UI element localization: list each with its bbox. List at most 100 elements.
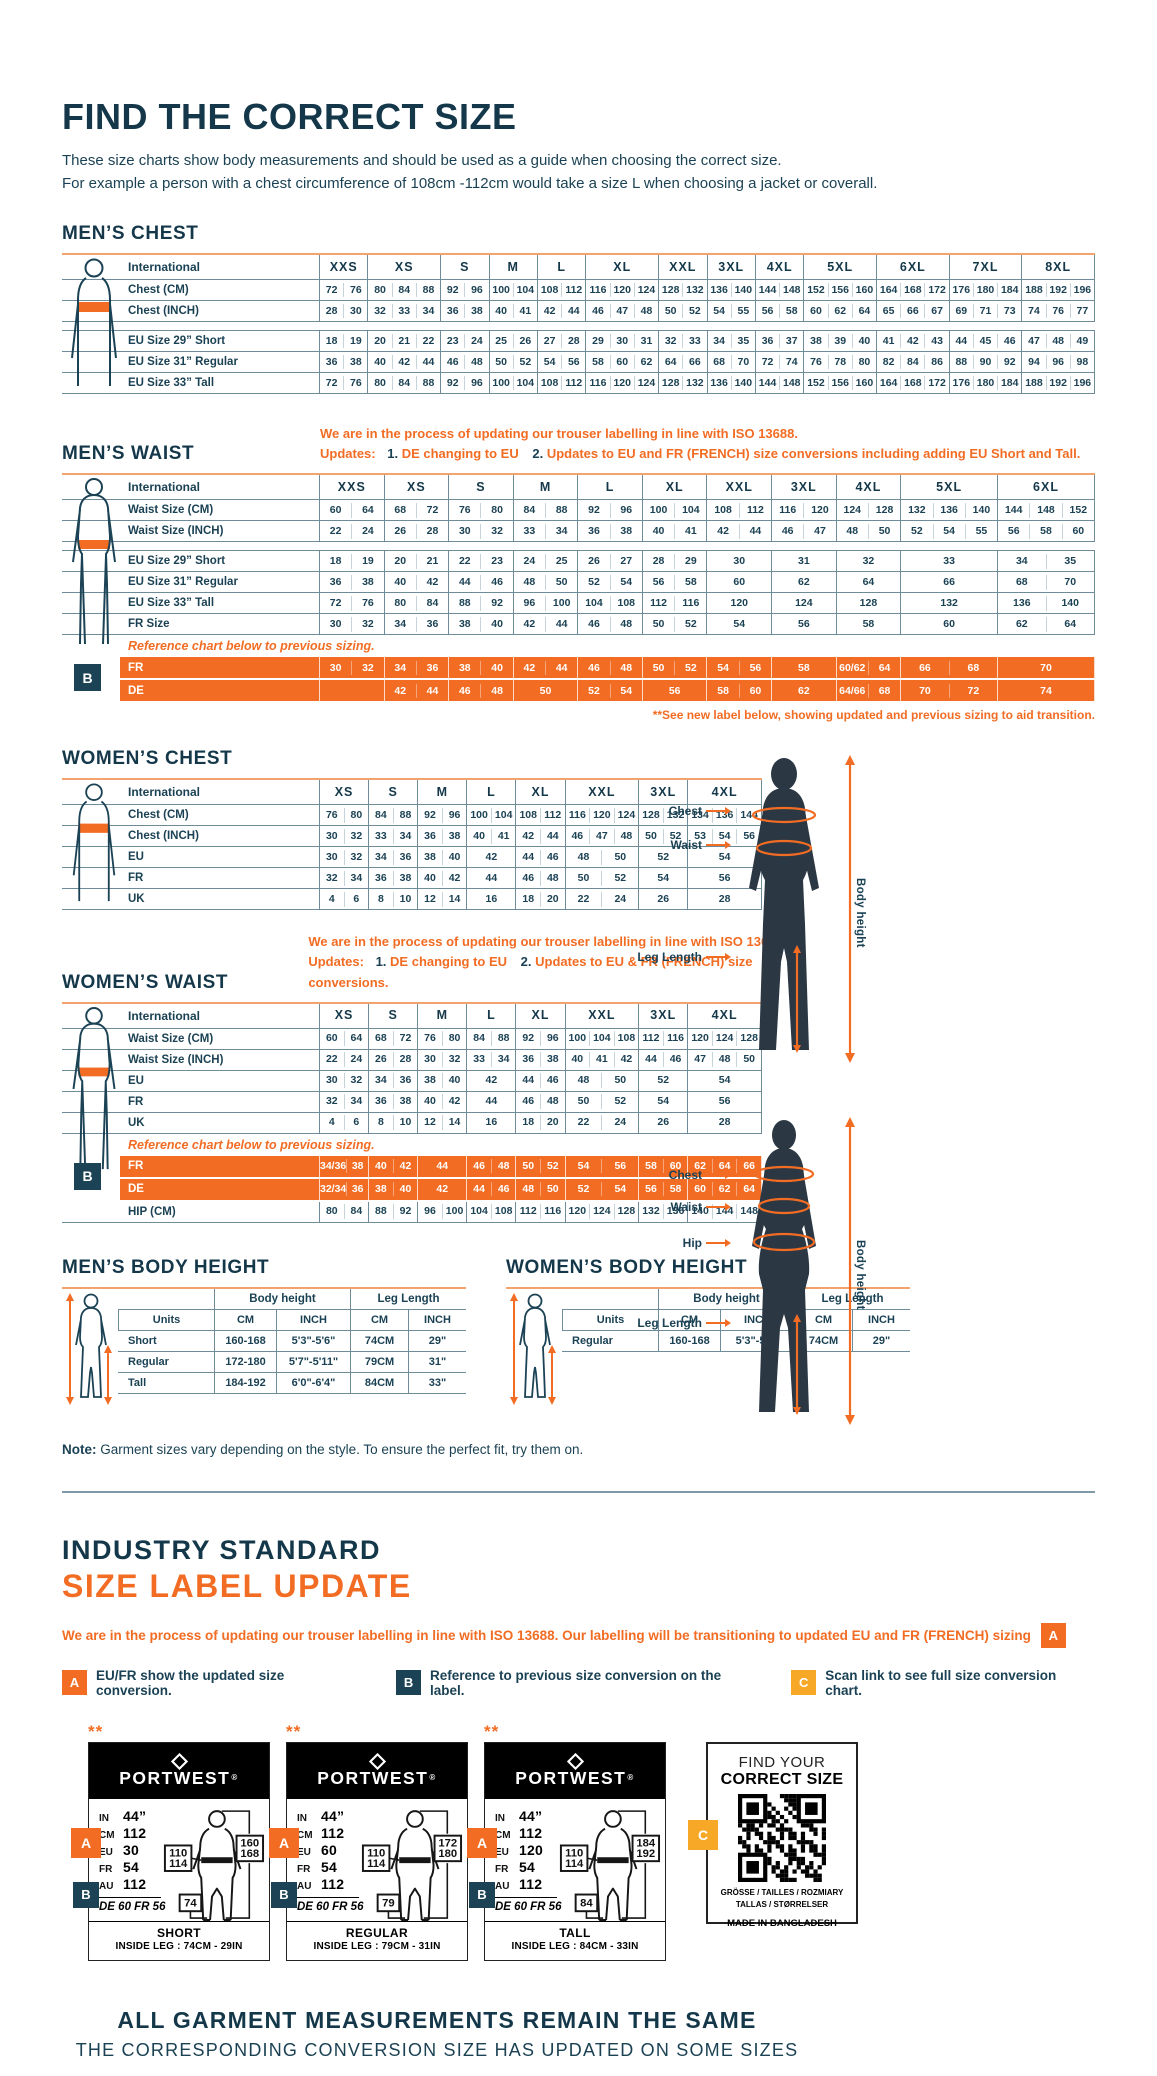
size-value: 56 — [643, 575, 676, 590]
size-value: 22 — [566, 1115, 603, 1130]
size-value: 84 — [467, 1031, 492, 1046]
size-value: 40 — [418, 1094, 443, 1109]
size-value: 70 — [1040, 661, 1052, 674]
size-value: 54 — [657, 872, 670, 885]
row-label: EU — [62, 1070, 320, 1091]
size-value: 42 — [485, 851, 498, 864]
size-cell: 92 96 — [516, 1028, 566, 1049]
made-in: MADE IN BANGLADESH — [727, 1917, 837, 1929]
size-value: 54 — [733, 618, 746, 631]
size-value: 54 — [538, 354, 563, 370]
size-cell: 188 192 196 — [1022, 280, 1095, 300]
size-value: 132 — [686, 283, 704, 296]
size-value: 38 — [362, 576, 374, 589]
cell-value: 29" — [408, 1330, 466, 1352]
size-value: 54 — [620, 576, 633, 589]
mens-waist-table-wrap: International XXS XS S M L XL XXL 3XL 4XL 5XL 6XL Wa… — [62, 473, 1095, 704]
size-value: 62 — [797, 684, 810, 697]
size-value: 128 — [740, 1032, 758, 1045]
measure-row: IN 44” — [495, 1808, 557, 1825]
row-label: UK — [62, 889, 320, 910]
size-value: 96 — [546, 1032, 559, 1045]
size-cell: 176 180 184 — [950, 280, 1023, 300]
row-label: DE — [120, 680, 320, 702]
size-value: 80 — [385, 596, 417, 611]
womens-waist-heading: WOMEN’S WAIST We are in the process of u… — [62, 932, 822, 993]
size-value: 108 — [538, 282, 563, 298]
mens-body-height-table: Body height Leg Length Units CM INCH CM INCH Sh… — [118, 1288, 466, 1394]
portwest-logo: PORTWEST® — [287, 1742, 467, 1799]
measure-key: FR — [495, 1863, 509, 1875]
size-value: 152 — [1069, 504, 1088, 517]
size-cell: 128 — [837, 593, 902, 614]
size-value: 12 — [418, 892, 443, 907]
size-value: 100 — [566, 1031, 591, 1046]
size-value: 38 — [369, 1181, 394, 1197]
measure-row: IN 44” — [99, 1808, 161, 1825]
size-cell: 30 — [707, 551, 773, 572]
mens-chest-table-wrap: International XXS XS S M L XL XXL 3XL 4XL 5XL 6XL 7X… — [62, 253, 1095, 394]
size-value: 58 — [785, 304, 798, 317]
size-cell: 50 52 — [643, 614, 708, 635]
size-cell: 144 148 152 — [998, 500, 1095, 521]
womens-body-height-inner: Body height Leg Length Units CM INCH CM INCH Re… — [506, 1286, 910, 1405]
size-value: 46 — [467, 1158, 492, 1174]
size-value: 40 — [858, 334, 871, 347]
size-value: 47 — [1022, 333, 1047, 349]
size-cell: 92 96 — [441, 280, 490, 300]
size-value: 54 — [707, 660, 740, 676]
size-value: 33 — [393, 303, 417, 319]
size-cell: 42 — [467, 1070, 517, 1091]
garment-label-box: PORTWEST® IN 44” CM 112 EU 30 FR 54 AU 112 DE 60 FR… — [71, 1741, 270, 1961]
size-cell: 36 37 — [756, 331, 805, 351]
size-value: 156 — [829, 375, 853, 391]
size-value: 152 — [804, 375, 829, 391]
size-cell: 26 27 — [578, 551, 643, 572]
cell-value: 79CM — [350, 1351, 408, 1373]
size-value: 53 — [688, 829, 713, 844]
size-value: 38 — [399, 872, 412, 885]
size-cell: 76 80 — [320, 805, 370, 826]
size-value: 144 — [756, 282, 781, 298]
size-value: 32 — [368, 303, 393, 319]
size-cell: 65 66 67 — [877, 301, 950, 321]
measure-value: 44” — [123, 1807, 147, 1824]
size-value: 66 — [901, 303, 926, 319]
size-value: 30 — [611, 333, 635, 349]
label-footer: TALL INSIDE LEG : 84CM - 33IN — [485, 1920, 665, 1960]
size-value: 28 — [320, 303, 345, 319]
svg-text:110: 110 — [565, 1847, 583, 1859]
size-cell: 34 36 — [385, 657, 450, 679]
size-cell: 64/66 68 — [837, 680, 902, 702]
chest-label: Chest — [610, 804, 731, 818]
size-cell: 48 50 — [566, 847, 640, 868]
size-column-header: L — [467, 780, 517, 805]
size-cell: 116 120 — [772, 500, 837, 521]
size-cell: 100 104 — [467, 805, 517, 826]
size-value: 4 — [320, 1115, 345, 1130]
size-value: 26 — [657, 1116, 670, 1129]
size-value: 70 — [1064, 576, 1077, 589]
size-value: 23 — [441, 333, 466, 349]
garment-label-regular: ** PORTWEST® IN 44” CM 112 EU 60 FR 54 AU 112 DE 60 … — [269, 1722, 468, 1961]
row-label: EU Size 31” Regular — [62, 572, 320, 593]
size-value: 52 — [614, 1095, 627, 1108]
size-value: 24 — [362, 525, 374, 538]
size-cell: 36 38 — [320, 352, 369, 372]
size-value: 54 — [657, 1095, 670, 1108]
table-row: DE 42 44 46 48 50 52 54 56 58 60 62 64/66 68 70 72 74 — [120, 680, 1095, 704]
size-cell: 84 88 — [467, 1028, 517, 1049]
size-cell: 40 41 42 — [566, 1049, 640, 1070]
size-cell: 28 — [688, 1112, 762, 1133]
table-row: FR 32 34 36 38 40 42 44 46 48 50 52 54 56 — [62, 1091, 762, 1113]
measure-row: EU 60 — [297, 1842, 359, 1859]
size-label: 4XL — [766, 259, 793, 274]
badge-a: A — [71, 1827, 101, 1858]
size-value: 48 — [516, 1181, 541, 1197]
size-value: 88 — [422, 283, 435, 296]
size-value: 47 — [814, 525, 826, 538]
body-height-label: Body height — [854, 1240, 866, 1311]
size-value: 52 — [657, 851, 670, 864]
size-value: 104 — [578, 596, 611, 611]
